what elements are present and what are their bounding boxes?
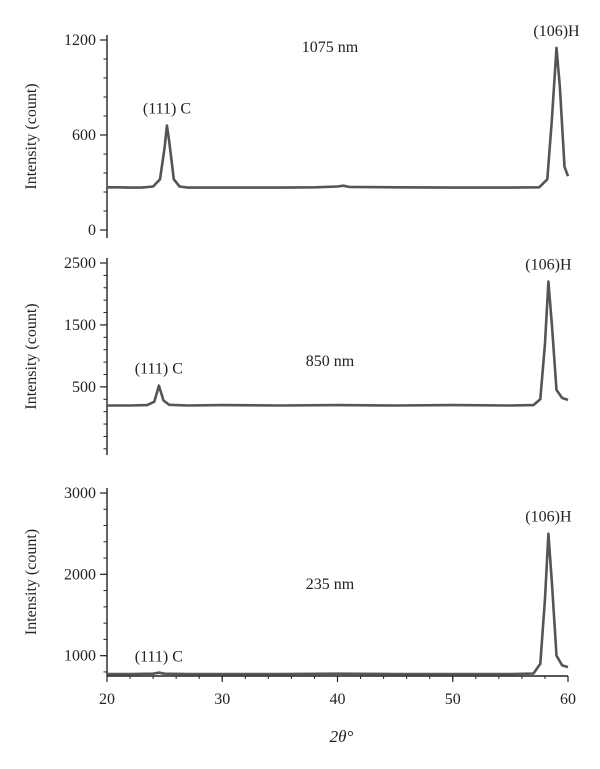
thickness-annotation: 1075 nm [302,39,359,56]
y-axis-label: Intensity (count) [23,83,40,189]
diffraction-line-1 [107,280,569,407]
y-axis-label: Intensity (count) [23,529,40,635]
panel-2: 500 1500 2500 Intensity (count) 850 nm (111) … [23,255,572,455]
x-axis-label: 2θ° [330,727,354,746]
panel-3: 1000 2000 3000 Intensity (count) 235 nm (111)… [23,485,576,746]
y-axis-label: Intensity (count) [23,303,40,409]
peak-label: (106)H [533,23,580,40]
panel-1: 0 600 1200 Intensity (count) 1075 nm (111) C (… [23,23,580,239]
y-tick-label: 1500 [64,317,96,334]
y-tick-label: 1000 [64,648,96,665]
y-tick-label: 1200 [64,32,96,49]
x-tick-label: 20 [99,691,115,708]
y-tick-label: 2500 [64,255,96,272]
peak-label: (106)H [525,509,572,526]
x-tick-label: 50 [445,691,461,708]
peak-label: (111) C [135,649,183,666]
thickness-annotation: 235 nm [306,576,355,593]
peak-label: (111) C [135,361,183,378]
thickness-annotation: 850 nm [306,353,355,370]
x-tick-label: 30 [214,691,230,708]
y-tick-label: 0 [88,222,96,239]
x-tick-label: 40 [330,691,346,708]
peak-label: (106)H [525,257,572,274]
peak-label: (111) C [143,101,191,118]
x-tick-label: 60 [560,691,576,708]
y-tick-label: 500 [72,379,96,396]
y-tick-label: 600 [72,127,96,144]
y-tick-label: 3000 [64,485,96,502]
diffraction-line-1 [107,46,570,189]
y-tick-label: 2000 [64,566,96,583]
diffraction-line-1 [107,532,569,676]
